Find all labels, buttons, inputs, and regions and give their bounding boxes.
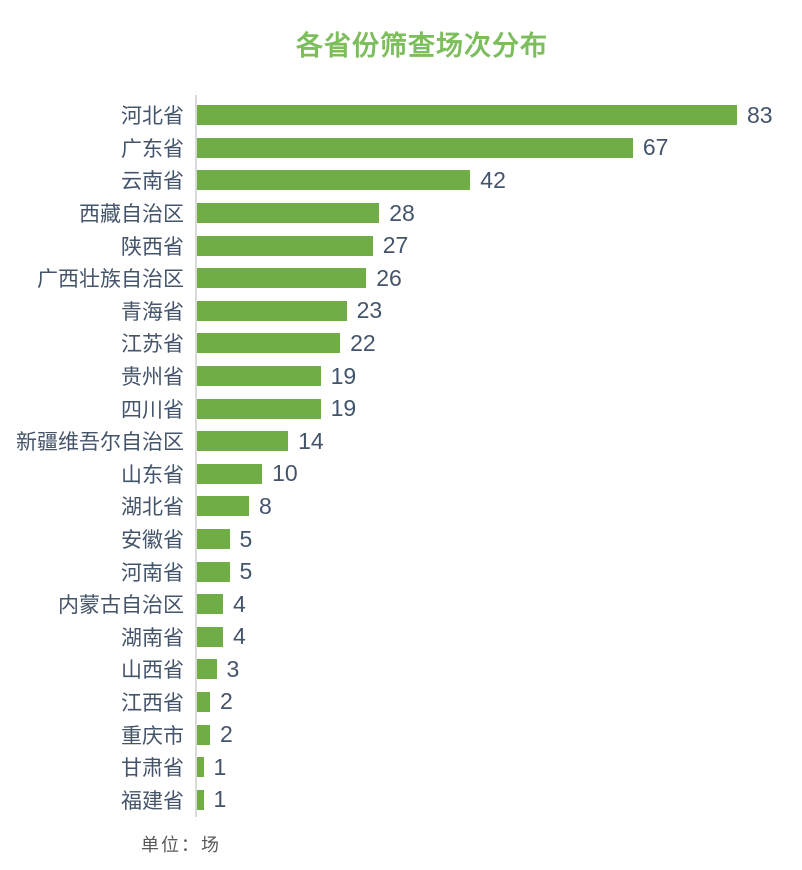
category-label: 贵州省	[121, 366, 184, 390]
chart-row: 四川省 19	[0, 392, 802, 425]
value-label: 22	[350, 329, 376, 356]
bar	[197, 724, 210, 745]
value-label: 27	[382, 232, 409, 259]
value-label: 19	[330, 395, 357, 422]
category-label: 四川省	[121, 398, 184, 422]
chart-title: 各省份筛查场次分布	[296, 31, 548, 61]
value-label: 5	[239, 525, 253, 552]
value-label: 28	[389, 199, 415, 226]
chart-row: 重庆市 2	[0, 718, 802, 751]
category-label: 安徽省	[121, 529, 184, 553]
category-label: 甘肃省	[121, 757, 184, 781]
value-label: 83	[747, 101, 773, 128]
chart-row: 湖北省 8	[0, 490, 802, 523]
bar-chart: 河北省 83 广东省 67 云南省 42 西藏自治区 28 陕西省 27 广西壮族自治区 26 青海省 2…	[0, 99, 802, 816]
category-label: 青海省	[121, 300, 184, 324]
bar	[197, 137, 633, 158]
bar	[197, 594, 223, 615]
category-label: 江苏省	[121, 333, 184, 357]
value-label: 1	[213, 786, 227, 813]
bar	[197, 398, 321, 419]
value-label: 67	[642, 134, 669, 161]
category-label: 河南省	[121, 561, 184, 585]
value-label: 42	[480, 166, 506, 193]
value-label: 14	[298, 427, 324, 454]
value-label: 5	[239, 558, 253, 585]
value-label: 2	[220, 688, 233, 715]
bar	[197, 757, 204, 778]
unit-note: 单位：场	[141, 835, 221, 855]
chart-row: 甘肃省 1	[0, 751, 802, 784]
category-label: 重庆市	[121, 724, 184, 748]
category-label: 西藏自治区	[79, 203, 184, 227]
bar	[197, 170, 471, 191]
value-label: 26	[376, 264, 402, 291]
chart-row: 河北省 83	[0, 99, 802, 132]
value-label: 4	[233, 623, 246, 650]
bar	[197, 691, 210, 712]
value-label: 4	[233, 590, 246, 617]
bar	[197, 366, 321, 387]
bar	[197, 529, 230, 550]
bar	[197, 626, 223, 647]
chart-row: 广东省 67	[0, 132, 802, 165]
category-label: 云南省	[121, 170, 184, 194]
value-label: 1	[213, 753, 227, 780]
value-label: 3	[226, 655, 240, 682]
bar	[197, 333, 341, 354]
value-label: 8	[259, 492, 272, 519]
chart-row: 陕西省 27	[0, 229, 802, 262]
y-axis-line	[195, 95, 197, 817]
category-label: 河北省	[121, 105, 184, 129]
bar	[197, 431, 289, 452]
category-label: 广东省	[121, 137, 184, 161]
bar	[197, 789, 204, 810]
bar	[197, 105, 737, 126]
category-label: 陕西省	[121, 235, 184, 259]
chart-row: 内蒙古自治区 4	[0, 588, 802, 621]
bar	[197, 235, 373, 256]
bar	[197, 659, 217, 680]
chart-row: 广西壮族自治区 26	[0, 262, 802, 295]
chart-row: 山西省 3	[0, 653, 802, 686]
bar	[197, 496, 249, 517]
category-label: 江西省	[121, 691, 184, 715]
bar	[197, 203, 380, 224]
chart-row: 江苏省 22	[0, 327, 802, 360]
chart-row: 青海省 23	[0, 295, 802, 328]
chart-row: 河南省 5	[0, 555, 802, 588]
bar	[197, 561, 230, 582]
value-label: 23	[356, 297, 383, 324]
bar	[197, 268, 367, 289]
chart-row: 新疆维吾尔自治区 14	[0, 425, 802, 458]
chart-row: 贵州省 19	[0, 360, 802, 393]
value-label: 10	[272, 460, 298, 487]
category-label: 山东省	[121, 463, 184, 487]
chart-row: 西藏自治区 28	[0, 197, 802, 230]
category-label: 湖南省	[121, 626, 184, 650]
chart-row: 福建省 1	[0, 783, 802, 816]
category-label: 山西省	[121, 659, 184, 683]
chart-row: 云南省 42	[0, 164, 802, 197]
category-label: 福建省	[121, 789, 184, 813]
category-label: 新疆维吾尔自治区	[16, 431, 184, 455]
category-label: 湖北省	[121, 496, 184, 520]
chart-row: 安徽省 5	[0, 523, 802, 556]
chart-row: 湖南省 4	[0, 621, 802, 654]
bar	[197, 300, 347, 321]
bar	[197, 463, 263, 484]
value-label: 2	[220, 721, 233, 748]
value-label: 19	[330, 362, 357, 389]
chart-row: 山东省 10	[0, 458, 802, 491]
chart-row: 江西省 2	[0, 686, 802, 719]
category-label: 广西壮族自治区	[37, 268, 184, 292]
category-label: 内蒙古自治区	[58, 594, 184, 618]
